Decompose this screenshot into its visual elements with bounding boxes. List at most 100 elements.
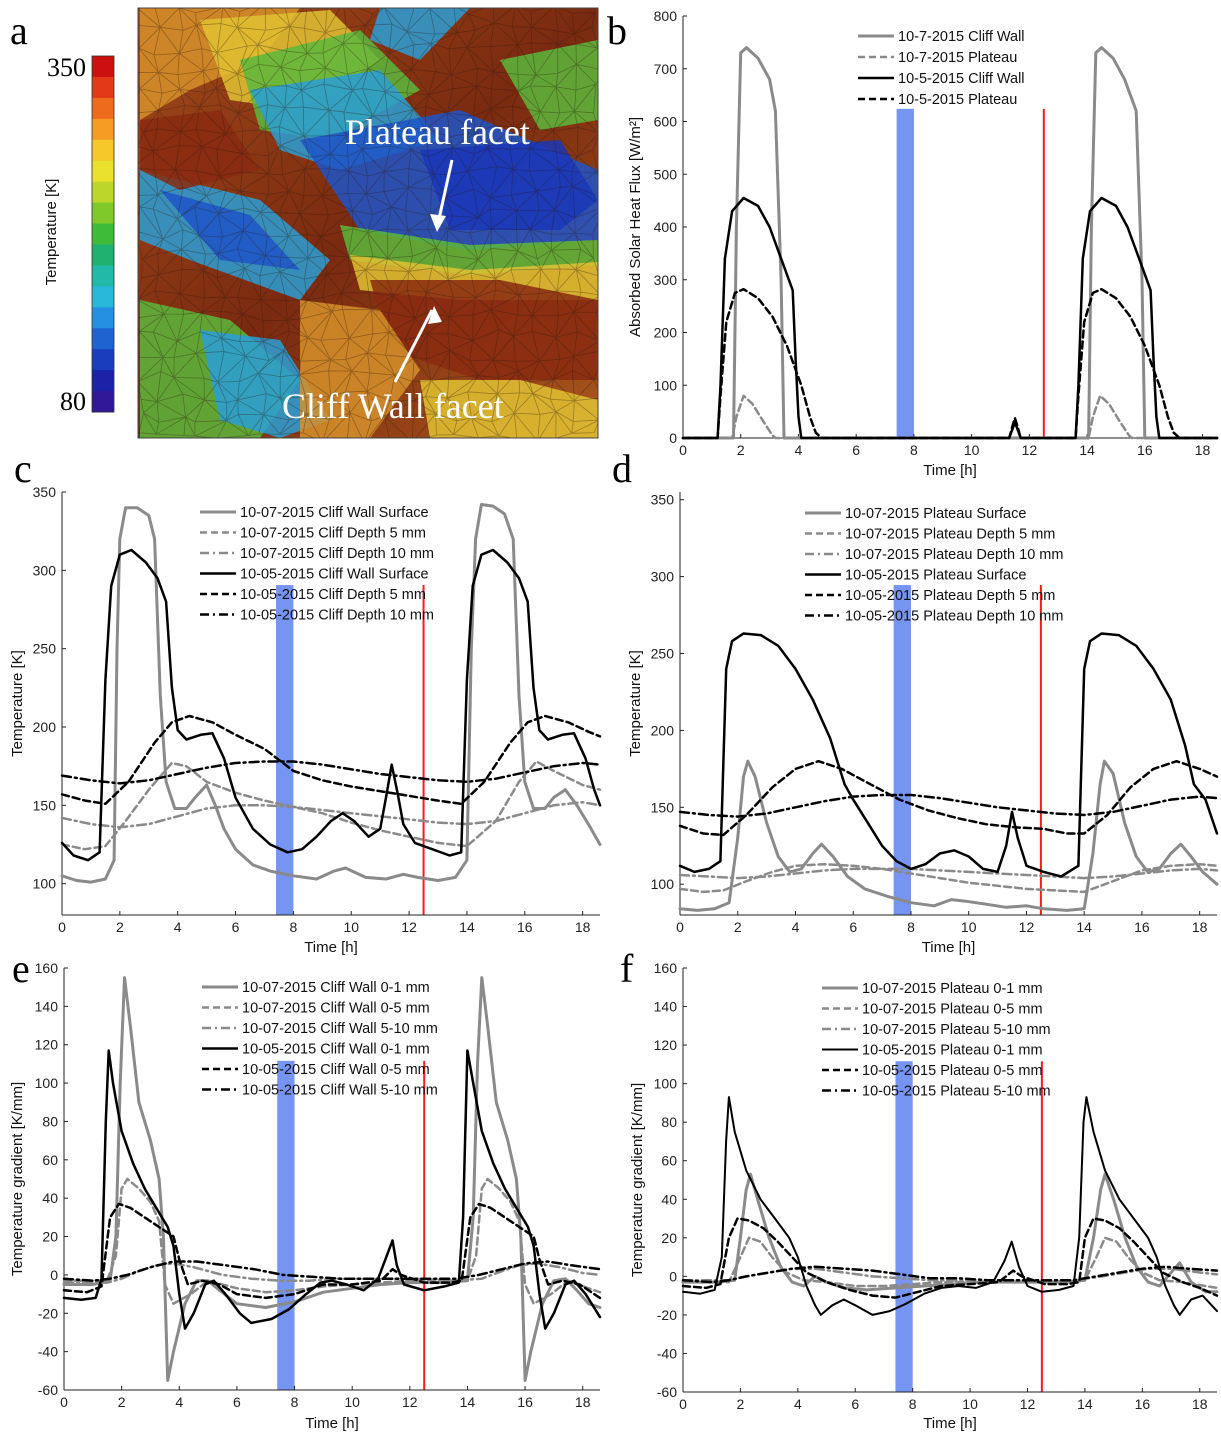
x-tick-label: 18 bbox=[1195, 442, 1211, 458]
cliff-facet-arrowhead bbox=[428, 306, 442, 324]
y-tick-label: 100 bbox=[35, 1075, 59, 1091]
y-tick-label: 350 bbox=[33, 484, 57, 500]
night-band bbox=[276, 585, 294, 915]
x-tick-label: 8 bbox=[907, 919, 915, 935]
x-tick-label: 10 bbox=[344, 1394, 360, 1410]
colorbar-swatch bbox=[92, 223, 114, 245]
x-tick-label: 10 bbox=[343, 919, 359, 935]
x-tick-label: 16 bbox=[517, 919, 533, 935]
legend-entry: 10-7-2015 Cliff Wall bbox=[898, 29, 1025, 45]
series-line bbox=[60, 714, 602, 806]
series-line bbox=[681, 1217, 1219, 1299]
series-line bbox=[60, 503, 602, 884]
x-tick-label: 18 bbox=[1192, 919, 1208, 935]
legend-entry: 10-07-2015 Cliff Wall 0-1 mm bbox=[242, 980, 430, 996]
series-line bbox=[678, 862, 1219, 894]
legend-entry: 10-07-2015 Plateau Surface bbox=[845, 506, 1026, 522]
y-tick-label: 100 bbox=[33, 876, 57, 892]
panel-letter-b: b bbox=[607, 8, 627, 53]
x-tick-label: 18 bbox=[575, 919, 591, 935]
y-tick-label: -20 bbox=[38, 1305, 58, 1321]
x-tick-label: 10 bbox=[964, 442, 980, 458]
series-line bbox=[62, 1260, 602, 1282]
y-tick-label: 200 bbox=[651, 722, 675, 738]
x-tick-label: 6 bbox=[852, 442, 860, 458]
series-line bbox=[681, 287, 1219, 440]
y-tick-label: 0 bbox=[669, 1268, 677, 1284]
legend-entry: 10-05-2015 Cliff Depth 5 mm bbox=[240, 587, 426, 603]
legend-entry: 10-05-2015 Plateau Depth 10 mm bbox=[845, 609, 1063, 625]
series-line bbox=[681, 1265, 1219, 1284]
x-tick-label: 16 bbox=[1135, 1396, 1151, 1412]
colorbar-swatch bbox=[92, 391, 114, 413]
x-tick-label: 12 bbox=[401, 919, 417, 935]
y-tick-label: -20 bbox=[657, 1307, 677, 1323]
y-tick-label: 100 bbox=[654, 377, 678, 393]
y-tick-label: 100 bbox=[654, 1076, 678, 1092]
legend-entry: 10-05-2015 Plateau 0-5 mm bbox=[862, 1063, 1043, 1079]
x-tick-label: 0 bbox=[58, 919, 66, 935]
plateau-facet-label: Plateau facet bbox=[345, 112, 530, 152]
y-tick-label: 150 bbox=[651, 799, 675, 815]
legend-entry: 10-7-2015 Plateau bbox=[898, 50, 1017, 66]
colorbar-swatch bbox=[92, 244, 114, 266]
y-tick-label: 400 bbox=[654, 219, 678, 235]
x-tick-label: 14 bbox=[1076, 919, 1092, 935]
panel-letter-e: e bbox=[12, 946, 30, 991]
x-tick-label: 12 bbox=[1020, 1396, 1036, 1412]
colorbar-swatch bbox=[92, 139, 114, 162]
y-axis-label: Temperature gradient [K/mm] bbox=[629, 1083, 646, 1277]
panel-letter-c: c bbox=[14, 446, 32, 491]
series-line bbox=[678, 867, 1219, 880]
x-tick-label: 10 bbox=[961, 919, 977, 935]
legend-entry: 10-07-2015 Cliff Wall Surface bbox=[240, 505, 429, 521]
y-tick-label: 150 bbox=[33, 797, 57, 813]
colorbar-frame bbox=[91, 55, 115, 413]
series-line bbox=[62, 1049, 602, 1330]
x-tick-label: 2 bbox=[734, 919, 742, 935]
x-tick-label: 2 bbox=[737, 1396, 745, 1412]
x-tick-label: 8 bbox=[909, 1396, 917, 1412]
x-tick-label: 6 bbox=[233, 1394, 241, 1410]
y-tick-label: 300 bbox=[651, 569, 675, 585]
x-tick-label: 8 bbox=[289, 919, 297, 935]
series-line bbox=[682, 1096, 1218, 1316]
series-line bbox=[681, 1236, 1219, 1290]
x-tick-label: 16 bbox=[1134, 919, 1150, 935]
series-line bbox=[60, 760, 602, 851]
y-tick-label: 40 bbox=[42, 1190, 58, 1206]
x-tick-label: 16 bbox=[517, 1394, 533, 1410]
series-line bbox=[678, 632, 1219, 878]
x-tick-label: 12 bbox=[1022, 442, 1038, 458]
x-tick-label: 16 bbox=[1137, 442, 1153, 458]
x-tick-label: 8 bbox=[291, 1394, 299, 1410]
thermal-region bbox=[370, 280, 598, 380]
x-tick-label: 4 bbox=[794, 1396, 802, 1412]
night-band bbox=[896, 108, 914, 438]
legend-entry: 10-05-2015 Cliff Wall 0-1 mm bbox=[242, 1042, 430, 1058]
thermal-region bbox=[160, 190, 300, 270]
x-tick-label: 4 bbox=[175, 1394, 183, 1410]
x-tick-label: 4 bbox=[795, 442, 803, 458]
series-line bbox=[62, 976, 602, 1382]
y-axis-label: Temperature gradient [K/mm] bbox=[9, 1082, 26, 1276]
legend-entry: 10-5-2015 Cliff Wall bbox=[898, 71, 1025, 87]
thermal-region bbox=[200, 330, 330, 438]
x-tick-label: 4 bbox=[174, 919, 182, 935]
y-axis-label: Absorbed Solar Heat Flux [W/m²] bbox=[627, 117, 644, 337]
x-tick-label: 0 bbox=[679, 1396, 687, 1412]
colorbar-max-label: 350 bbox=[47, 53, 86, 82]
chart-b-heat-flux: 0 2 4 6 8 10 12 14 16 18 0 100 200 300 400 500 600 700 800… bbox=[627, 8, 1219, 479]
colorbar-swatch bbox=[92, 97, 114, 120]
x-tick-label: 18 bbox=[1192, 1396, 1208, 1412]
y-tick-label: 120 bbox=[654, 1037, 678, 1053]
x-tick-label: 2 bbox=[116, 919, 124, 935]
series-line bbox=[678, 793, 1219, 818]
legend-entry: 10-5-2015 Plateau bbox=[898, 92, 1017, 108]
thermal-region bbox=[370, 8, 470, 60]
y-tick-label: 200 bbox=[33, 719, 57, 735]
x-tick-label: 2 bbox=[118, 1394, 126, 1410]
y-tick-label: -60 bbox=[657, 1384, 677, 1400]
y-tick-label: 300 bbox=[654, 272, 678, 288]
